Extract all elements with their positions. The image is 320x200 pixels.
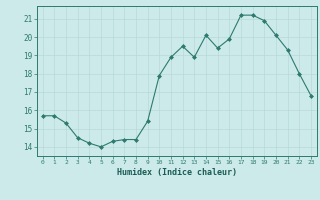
X-axis label: Humidex (Indice chaleur): Humidex (Indice chaleur) [117, 168, 237, 177]
